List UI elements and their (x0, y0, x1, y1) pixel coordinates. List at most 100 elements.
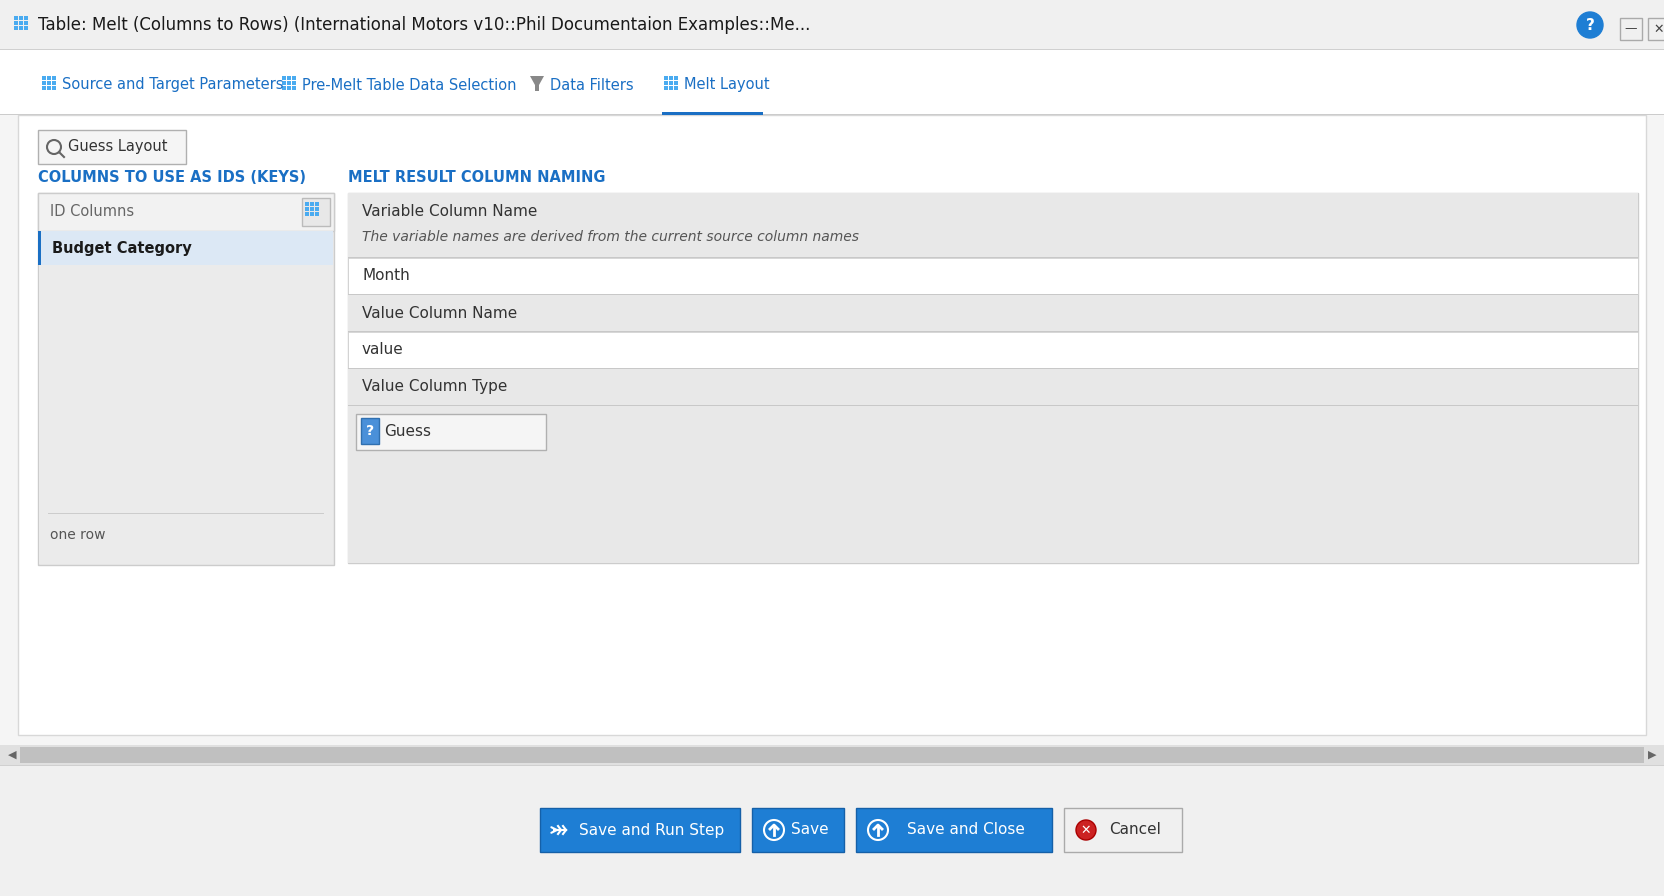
Bar (310, 207, 314, 211)
Bar (42, 86, 47, 90)
Bar (38, 231, 42, 265)
Bar (348, 257, 1637, 258)
Bar (23, 16, 28, 20)
Text: Month: Month (363, 269, 409, 283)
Bar (286, 76, 291, 80)
Bar (47, 76, 52, 80)
Bar (314, 207, 319, 211)
Bar (305, 212, 310, 216)
Bar (348, 332, 1637, 368)
Text: Variable Column Name: Variable Column Name (363, 203, 537, 219)
Bar (348, 368, 1637, 369)
Bar (310, 202, 314, 206)
Text: Table: Melt (Columns to Rows) (International Motors v10::Phil Documentaion Examp: Table: Melt (Columns to Rows) (Internati… (38, 16, 810, 34)
Bar (0, 745, 1664, 765)
Text: Melt Layout: Melt Layout (684, 77, 770, 92)
Bar (0, 765, 1664, 766)
Bar (664, 76, 667, 80)
Bar (23, 26, 28, 30)
Bar (348, 258, 1637, 294)
Text: Source and Target Parameters: Source and Target Parameters (62, 77, 283, 92)
Bar (752, 808, 844, 852)
Bar (0, 50, 1664, 115)
Bar (23, 21, 28, 25)
Bar (0, 49, 1664, 50)
Bar (669, 81, 672, 85)
Text: The variable names are derived from the current source column names: The variable names are derived from the … (363, 230, 859, 244)
Bar (348, 193, 1637, 563)
Bar (38, 193, 334, 565)
Bar (348, 295, 1637, 331)
Bar (286, 81, 291, 85)
Bar (1063, 808, 1181, 852)
Text: ?: ? (1586, 18, 1594, 32)
Text: Pre-Melt Table Data Selection: Pre-Melt Table Data Selection (301, 77, 516, 92)
Bar (42, 81, 47, 85)
Bar (18, 26, 23, 30)
Bar (664, 81, 667, 85)
Bar (13, 21, 18, 25)
Bar (305, 202, 310, 206)
Text: Value Column Type: Value Column Type (363, 380, 508, 394)
Bar (301, 198, 329, 226)
Bar (674, 86, 677, 90)
Bar (18, 115, 1646, 735)
Bar (52, 81, 57, 85)
Bar (20, 747, 1644, 763)
Bar (348, 193, 1637, 257)
Bar (674, 76, 677, 80)
Text: Cancel: Cancel (1110, 823, 1161, 838)
Polygon shape (531, 76, 544, 91)
Bar (18, 21, 23, 25)
Bar (38, 130, 186, 164)
Bar (47, 86, 52, 90)
Bar (348, 405, 1637, 406)
Bar (855, 808, 1052, 852)
Text: ?: ? (366, 424, 374, 438)
Bar (541, 808, 740, 852)
Bar (48, 513, 324, 514)
Bar (42, 76, 47, 80)
Text: Save and Run Step: Save and Run Step (579, 823, 724, 838)
Bar (348, 406, 1637, 563)
Text: MELT RESULT COLUMN NAMING: MELT RESULT COLUMN NAMING (348, 170, 606, 185)
Text: ✕: ✕ (1654, 22, 1664, 36)
Bar (38, 265, 333, 564)
Bar (669, 76, 672, 80)
Bar (669, 86, 672, 90)
Text: Guess Layout: Guess Layout (68, 140, 168, 154)
Bar (281, 81, 286, 85)
Circle shape (764, 820, 784, 840)
Circle shape (1577, 12, 1602, 38)
Bar (1647, 18, 1664, 40)
Bar (348, 369, 1637, 405)
Bar (0, 115, 1664, 745)
Bar (662, 112, 764, 115)
Text: ✕: ✕ (1080, 823, 1092, 837)
Bar (1621, 18, 1642, 40)
Bar (348, 294, 1637, 295)
Text: Guess: Guess (384, 425, 431, 440)
Bar (356, 414, 546, 450)
Bar (291, 86, 296, 90)
Bar (348, 331, 1637, 332)
Bar (314, 202, 319, 206)
Bar (664, 86, 667, 90)
Bar (291, 76, 296, 80)
Bar (13, 26, 18, 30)
Bar (286, 86, 291, 90)
Bar (0, 114, 1664, 115)
Bar (52, 76, 57, 80)
Text: value: value (363, 342, 404, 358)
Bar (361, 418, 379, 444)
Bar (38, 193, 334, 231)
Text: —: — (1624, 22, 1637, 36)
Bar (305, 207, 310, 211)
Bar (674, 81, 677, 85)
Text: Save and Close: Save and Close (907, 823, 1025, 838)
Text: Data Filters: Data Filters (551, 77, 634, 92)
Text: one row: one row (50, 528, 105, 542)
Bar (13, 16, 18, 20)
Bar (47, 81, 52, 85)
Circle shape (869, 820, 889, 840)
